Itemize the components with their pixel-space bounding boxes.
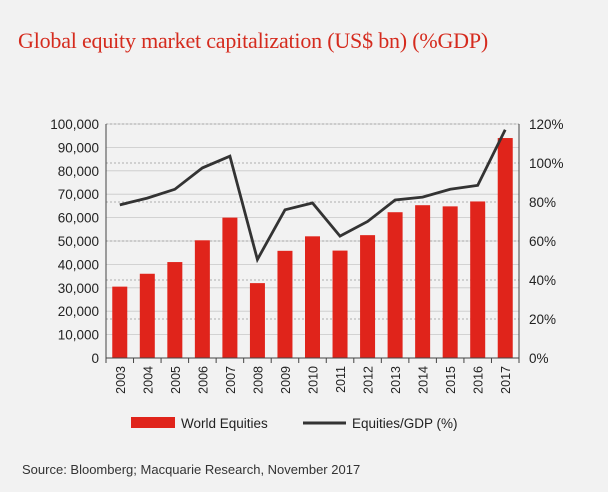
x-tick-label: 2009 bbox=[279, 366, 293, 394]
bar bbox=[332, 250, 348, 358]
y-left-tick-label: 30,000 bbox=[58, 281, 99, 296]
y-right-tick-label: 0% bbox=[529, 351, 549, 366]
y-left-tick-label: 0 bbox=[91, 351, 99, 366]
y-left-tick-label: 50,000 bbox=[58, 234, 99, 249]
line-equities-gdp bbox=[119, 129, 507, 264]
bar bbox=[415, 205, 431, 358]
x-tick-label: 2004 bbox=[141, 366, 155, 394]
x-tick-label: 2013 bbox=[389, 366, 403, 394]
bar bbox=[249, 283, 265, 358]
x-axis-labels: 2003 2004 2005 2006 2007 2008 2009 2010 2011 2012… bbox=[114, 366, 513, 394]
y-left-tick-label: 10,000 bbox=[58, 328, 99, 343]
legend: World Equities Equities/GDP (%) bbox=[131, 416, 458, 431]
y-right-tick-label: 80% bbox=[529, 195, 556, 210]
y-left-tick-label: 80,000 bbox=[58, 164, 99, 179]
bar bbox=[222, 217, 238, 358]
bar bbox=[470, 201, 486, 358]
y-right-tick-label: 20% bbox=[529, 312, 556, 327]
x-tick-label: 2011 bbox=[334, 366, 348, 393]
x-tick-label: 2017 bbox=[499, 366, 513, 394]
x-tick-label: 2008 bbox=[251, 366, 265, 394]
legend-label-bar: World Equities bbox=[181, 416, 268, 431]
bar bbox=[360, 235, 376, 358]
x-tick-label: 2015 bbox=[444, 366, 458, 394]
y-right-tick-label: 60% bbox=[529, 234, 556, 249]
line-series bbox=[119, 129, 507, 264]
bar bbox=[112, 286, 128, 358]
x-tick-label: 2014 bbox=[417, 366, 431, 394]
y-left-tick-label: 70,000 bbox=[58, 187, 99, 202]
bar bbox=[277, 250, 293, 358]
bar bbox=[442, 206, 458, 358]
x-tick-label: 2007 bbox=[224, 366, 238, 394]
y-left-tick-label: 100,000 bbox=[50, 117, 99, 132]
source-note: Source: Bloomberg; Macquarie Research, N… bbox=[22, 462, 361, 477]
y-left-tick-label: 60,000 bbox=[58, 211, 99, 226]
x-tick-label: 2010 bbox=[307, 366, 321, 394]
y-left-tick-label: 90,000 bbox=[58, 140, 99, 155]
y-left-tick-label: 40,000 bbox=[58, 257, 99, 272]
y-axis-right-labels: 0% 20% 40% 60% 80% 100% 120% bbox=[529, 117, 564, 366]
x-tick-label: 2016 bbox=[472, 366, 486, 394]
bar bbox=[497, 138, 513, 358]
y-left-tick-label: 20,000 bbox=[58, 304, 99, 319]
y-axis-left-labels: 0 10,000 20,000 30,000 40,000 50,000 60,000 70,… bbox=[50, 117, 99, 366]
axes bbox=[105, 124, 520, 363]
bar bbox=[139, 273, 155, 358]
legend-swatch-bar bbox=[131, 417, 175, 428]
bar bbox=[194, 240, 210, 358]
y-right-tick-label: 120% bbox=[529, 117, 564, 132]
bars bbox=[112, 138, 513, 358]
legend-label-line: Equities/GDP (%) bbox=[352, 416, 458, 431]
bar bbox=[305, 236, 320, 358]
chart-title: Global equity market capitalization (US$… bbox=[18, 28, 489, 53]
y-right-tick-label: 40% bbox=[529, 273, 556, 288]
x-tick-label: 2003 bbox=[114, 366, 128, 394]
y-right-tick-label: 100% bbox=[529, 156, 564, 171]
x-tick-label: 2012 bbox=[362, 366, 376, 394]
bar bbox=[387, 212, 403, 358]
x-tick-label: 2006 bbox=[196, 366, 210, 394]
x-tick-label: 2005 bbox=[169, 366, 183, 394]
bar bbox=[167, 262, 183, 358]
